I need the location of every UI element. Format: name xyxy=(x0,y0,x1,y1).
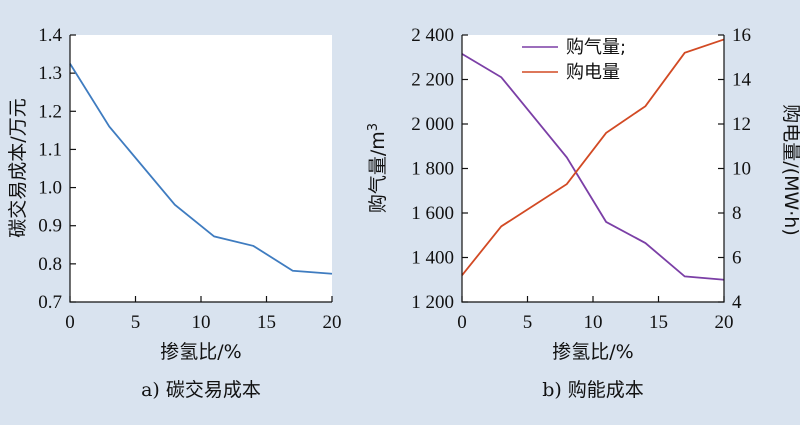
panel-b-right-tick-label: 12 xyxy=(732,114,751,135)
panel-b-left-tick-label: 1 800 xyxy=(411,159,454,180)
panel-b-right-axis-label: 购电量/(MW·h) xyxy=(780,104,800,236)
panel-b-left-tick-label: 2 000 xyxy=(411,114,454,135)
panel-a-x-tick-label: 10 xyxy=(192,312,211,333)
panel-a-y-axis-label: 碳交易成本/万元 xyxy=(7,98,29,237)
panel-a-y-tick-label: 1.3 xyxy=(38,63,62,84)
panel-energy-purchase: 1 200 1 400 1 600 1 800 2 000 2 200 2 400 4 6 8 10… xyxy=(366,25,800,401)
panel-b-left-tick-label: 1 600 xyxy=(411,203,454,224)
panel-b-right-tick-label: 14 xyxy=(732,70,752,91)
electricity-purchase-line xyxy=(461,38,725,276)
panel-b-left-tick-label: 1 400 xyxy=(411,248,454,269)
panel-b-x-axis-label: 掺氢比/% xyxy=(552,341,633,363)
panel-a-x-tick-label: 0 xyxy=(65,312,75,333)
panel-a-y-tick-label: 1.2 xyxy=(38,101,62,122)
panel-b-caption: b) 购能成本 xyxy=(542,379,644,401)
panel-b-right-tick-label: 16 xyxy=(732,25,751,46)
panel-b-x-tick-label: 0 xyxy=(457,312,467,333)
panel-b-left-tick-label: 2 200 xyxy=(411,70,454,91)
panel-b-plot-area xyxy=(462,35,724,302)
gas-purchase-line xyxy=(461,53,725,281)
panel-a-y-tick-label: 0.8 xyxy=(38,254,62,275)
panel-carbon-cost: 0.7 0.8 0.9 1.0 1.1 1.2 1.3 1.4 0 5 10 15 20 碳交易成本/万… xyxy=(7,25,342,401)
legend-label-electricity: 购电量 xyxy=(566,62,620,83)
panel-b-right-tick-label: 10 xyxy=(732,159,751,180)
panel-a-plot-area xyxy=(70,35,332,302)
panel-a-y-tick-label: 0.9 xyxy=(38,216,62,237)
panel-b-left-tick-label: 1 200 xyxy=(411,292,454,313)
panel-b-right-tick-label: 8 xyxy=(732,203,742,224)
panel-a-y-tick-label: 1.4 xyxy=(38,25,62,46)
panel-b-left-axis-label: 购气量/m3 xyxy=(366,123,389,213)
panel-b-axes xyxy=(461,35,725,303)
panel-a-y-tick-label: 1.1 xyxy=(38,139,62,160)
panel-a-x-tick-label: 15 xyxy=(257,312,276,333)
panel-b-left-tick-label: 2 400 xyxy=(411,25,454,46)
panel-a-y-tick-label: 1.0 xyxy=(38,178,62,199)
panel-b-legend: 购气量; 购电量 xyxy=(522,37,626,83)
panel-a-caption: a) 碳交易成本 xyxy=(141,379,261,401)
panel-a-x-tick-label: 20 xyxy=(323,312,342,333)
panel-a-x-axis-label: 掺氢比/% xyxy=(160,341,241,363)
panel-b-right-tick-label: 6 xyxy=(732,248,742,269)
carbon-cost-line xyxy=(69,63,333,275)
panel-b-x-tick-label: 5 xyxy=(523,312,533,333)
panel-b-x-tick-label: 20 xyxy=(715,312,734,333)
panel-a-axes xyxy=(69,35,332,303)
panel-b-x-tick-label: 10 xyxy=(584,312,603,333)
panel-b-x-tick-label: 15 xyxy=(649,312,668,333)
panel-a-x-tick-label: 5 xyxy=(131,312,141,333)
legend-label-gas: 购气量; xyxy=(566,37,626,58)
panel-a-y-tick-label: 0.7 xyxy=(38,292,62,313)
panel-b-right-tick-label: 4 xyxy=(732,292,742,313)
